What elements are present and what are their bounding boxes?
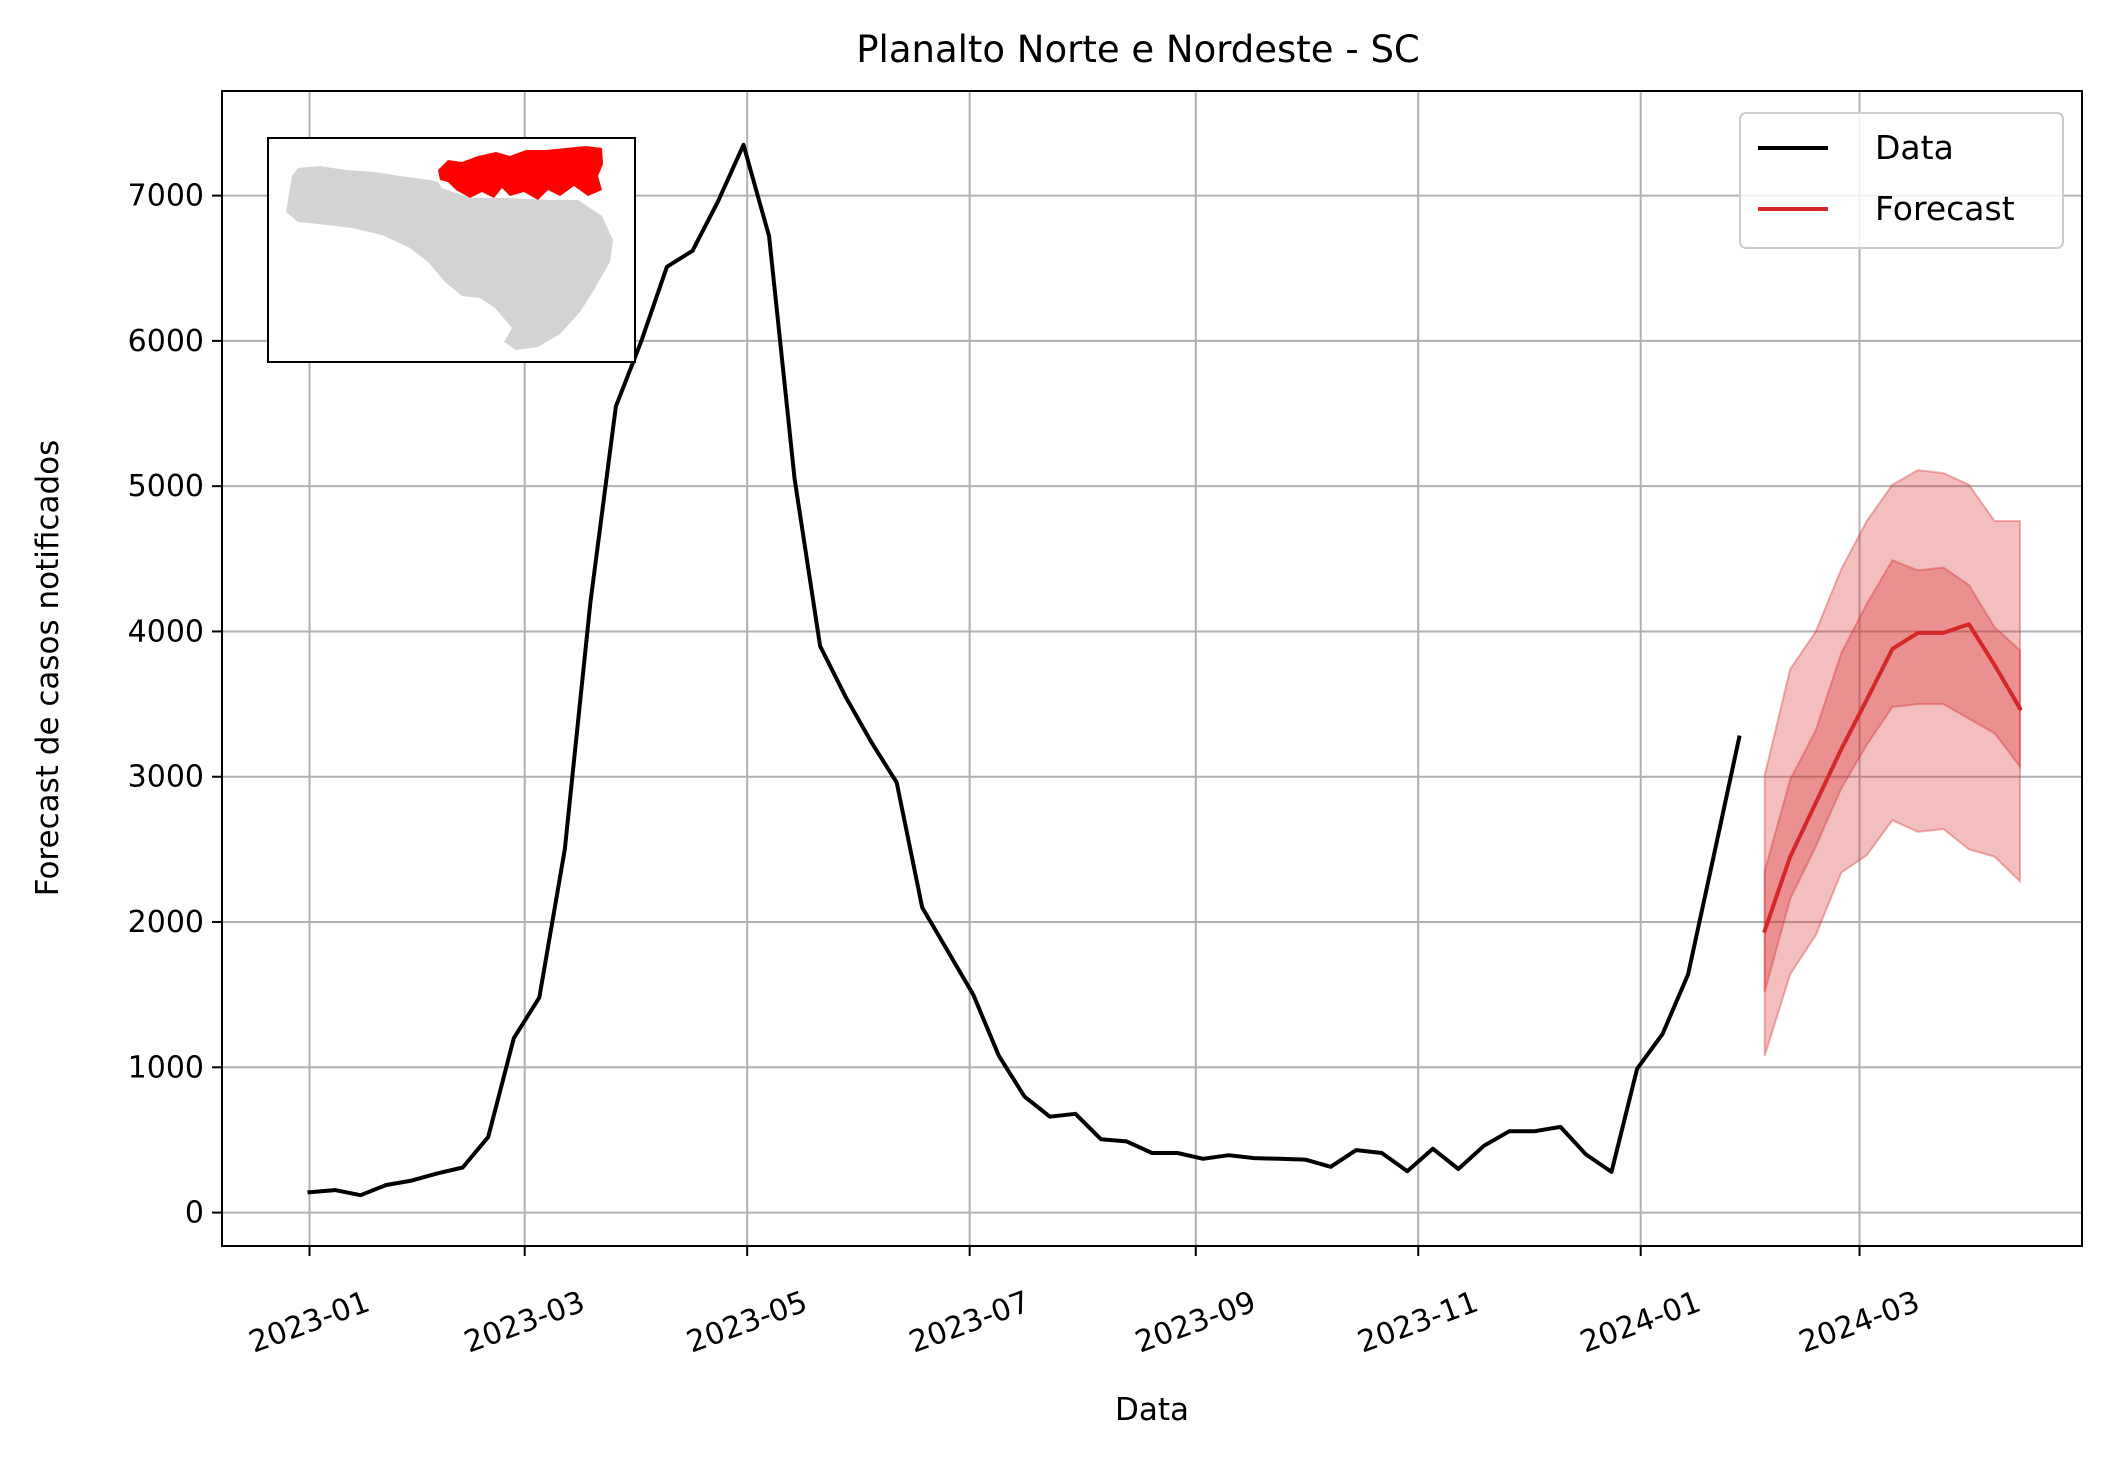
highlighted-region-shape: [438, 146, 603, 200]
forecast-bands: [1763, 469, 2021, 1056]
series-lines: [307, 142, 2023, 1198]
data-series-line: [307, 142, 1742, 1198]
x-axis-label: Data: [1115, 1392, 1189, 1428]
y-tick-label: 3000: [128, 760, 204, 795]
inset-map: [267, 137, 636, 363]
forecast-series-line: [1762, 622, 2023, 934]
legend-data-label: Data: [1875, 128, 1954, 167]
y-axis-label: Forecast de casos notificados: [30, 440, 66, 897]
y-tick-label: 0: [185, 1196, 204, 1231]
y-tick-label: 2000: [128, 905, 204, 940]
y-tick-label: 6000: [128, 324, 204, 359]
grid-lines: [222, 91, 2082, 1246]
y-tick-label: 7000: [128, 179, 204, 214]
state-map-shape: [286, 166, 613, 350]
legend-forecast-label: Forecast: [1875, 189, 2015, 228]
y-tick-label: 5000: [128, 469, 204, 504]
forecast-interval-band: [1763, 469, 2021, 1056]
forecast-interval-band: [1763, 559, 2021, 993]
y-tick-label: 1000: [128, 1050, 204, 1085]
y-tick-label: 4000: [128, 614, 204, 649]
legend: Data Forecast: [1739, 112, 2064, 249]
plot-frame: [221, 90, 2083, 1247]
chart-title: Planalto Norte e Nordeste - SC: [856, 28, 1420, 71]
